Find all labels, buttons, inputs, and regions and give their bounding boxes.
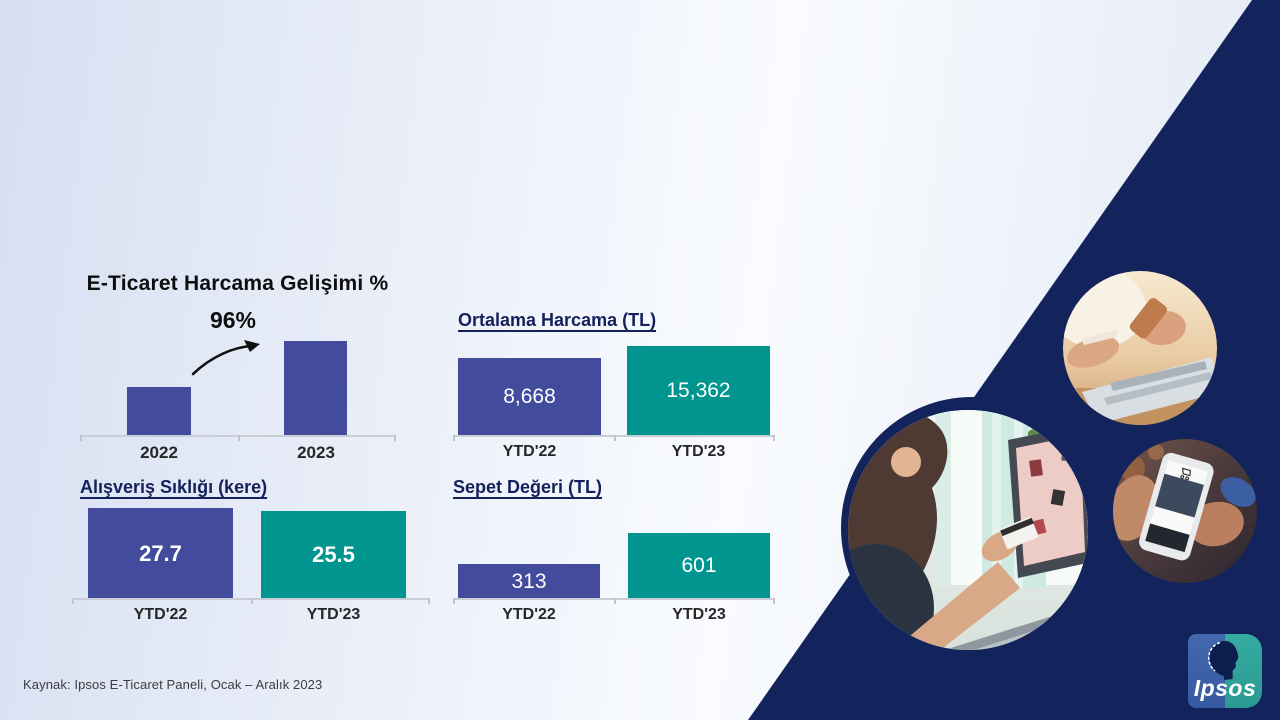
ortalama-label-ytd22: YTD'22	[502, 443, 557, 460]
sepet-label-ytd23: YTD'23	[672, 606, 726, 623]
bar-value: 25.5	[312, 542, 355, 567]
chart-title-ortalama-harcama: Ortalama Harcama (TL)	[458, 310, 657, 330]
growth-bar-2023	[284, 341, 347, 436]
bar-ortalama-ytd22: 8,668	[458, 358, 601, 436]
bar-value: 601	[681, 554, 717, 577]
growth-bar-2022	[127, 387, 191, 436]
bar-sepet-ytd22: 313	[458, 564, 600, 599]
bar-value: 27.7	[139, 540, 182, 566]
ipsos-logo: Ipsos	[1188, 634, 1262, 708]
growth-axis	[80, 435, 396, 441]
bar-value: 313	[511, 569, 547, 593]
bar-siklik-ytd23: 25.5	[261, 511, 406, 599]
bar-value: 8,668	[503, 385, 556, 408]
sepet-label-ytd22: YTD'22	[502, 606, 556, 623]
siklik-label-ytd22: YTD'22	[133, 606, 188, 623]
siklik-axis	[72, 598, 430, 604]
bar-value: 15,362	[666, 379, 731, 402]
siklik-label-ytd23: YTD'23	[306, 606, 361, 623]
ipsos-head-icon	[1207, 640, 1239, 680]
photo-hands-smartphone-shopping-app	[1113, 439, 1257, 583]
sepet-axis	[453, 598, 775, 604]
ortalama-label-ytd23: YTD'23	[671, 443, 726, 460]
bar-siklik-ytd22: 27.7	[88, 508, 233, 599]
ortalama-axis	[453, 435, 775, 441]
growth-arrow-icon	[191, 340, 260, 376]
bar-ortalama-ytd23: 15,362	[627, 346, 770, 436]
growth-label-2023: 2023	[297, 443, 335, 462]
chart-title-alisveris-sikligi: Alışveriş Sıklığı (kere)	[80, 477, 268, 497]
bar-sepet-ytd23: 601	[628, 533, 770, 599]
growth-label-2022: 2022	[140, 443, 178, 462]
chart-title-sepet-degeri: Sepet Değeri (TL)	[453, 477, 603, 497]
ipsos-logo-text: Ipsos	[1193, 675, 1257, 701]
growth-annotation: 96%	[209, 307, 257, 333]
growth-chart-title: E-Ticaret Harcama Gelişimi %	[86, 272, 389, 295]
source-note: Kaynak: Ipsos E-Ticaret Paneli, Ocak – A…	[23, 677, 323, 692]
